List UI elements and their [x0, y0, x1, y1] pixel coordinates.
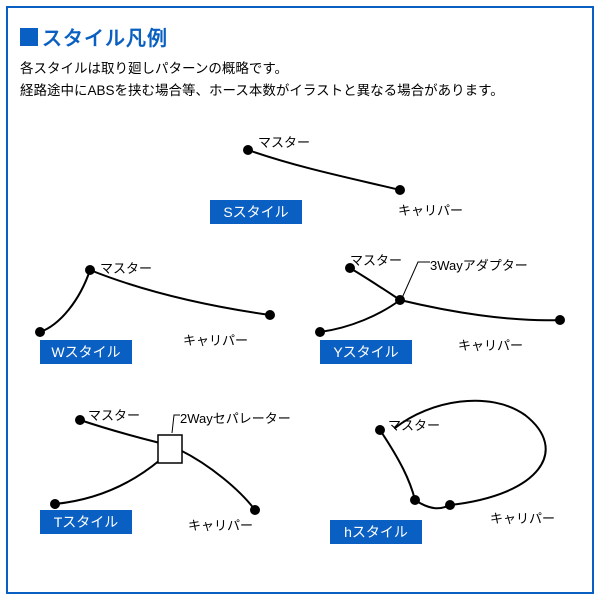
- annotation-T-1: 2Wayセパレーター: [180, 408, 291, 427]
- header-square-icon: [20, 28, 38, 46]
- annotation-T-2: キャリパー: [188, 515, 253, 534]
- annotation-h-1: キャリパー: [490, 508, 555, 527]
- description: 各スタイルは取り廻しパターンの概略です。 経路途中にABSを挟む場合等、ホース本…: [20, 58, 504, 101]
- style-label-h: hスタイル: [330, 520, 422, 544]
- header-title: スタイル凡例: [42, 22, 168, 51]
- annotation-Y-1: 3Wayアダプター: [430, 255, 528, 274]
- style-label-T: Tスタイル: [40, 510, 132, 534]
- header: スタイル凡例: [20, 22, 168, 51]
- annotation-Y-2: キャリパー: [458, 335, 523, 354]
- annotation-S-1: キャリパー: [398, 200, 463, 219]
- style-label-W: Wスタイル: [40, 340, 132, 364]
- annotation-h-0: マスター: [388, 415, 440, 434]
- annotation-Y-0: マスター: [350, 250, 402, 269]
- annotation-W-0: マスター: [100, 258, 152, 277]
- style-label-Y: Yスタイル: [320, 340, 412, 364]
- style-label-S: Sスタイル: [210, 200, 302, 224]
- annotation-W-1: キャリパー: [183, 330, 248, 349]
- description-line1: 各スタイルは取り廻しパターンの概略です。: [20, 58, 504, 80]
- annotation-S-0: マスター: [258, 132, 310, 151]
- annotation-T-0: マスター: [88, 405, 140, 424]
- description-line2: 経路途中にABSを挟む場合等、ホース本数がイラストと異なる場合があります。: [20, 80, 504, 102]
